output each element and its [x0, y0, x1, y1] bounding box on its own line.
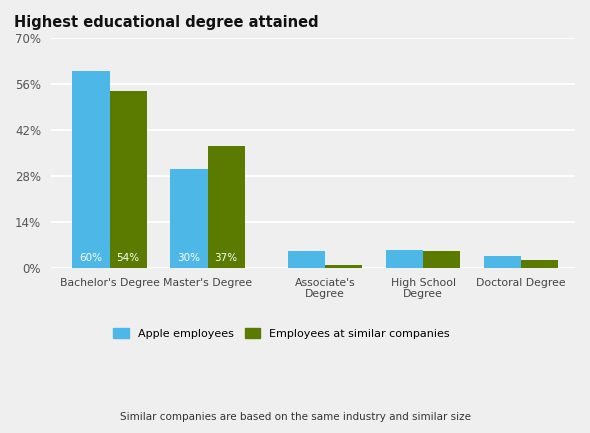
Bar	[423, 252, 460, 268]
Bar	[171, 169, 208, 268]
Bar	[325, 265, 362, 268]
Legend: Apple employees, Employees at similar companies: Apple employees, Employees at similar co…	[109, 324, 454, 343]
Text: 37%: 37%	[215, 253, 238, 263]
Bar	[73, 71, 110, 268]
Text: Similar companies are based on the same industry and similar size: Similar companies are based on the same …	[120, 412, 470, 422]
Bar	[208, 146, 245, 268]
Bar	[110, 90, 147, 268]
Text: 54%: 54%	[117, 253, 140, 263]
Bar	[288, 252, 325, 268]
Bar	[386, 250, 423, 268]
Text: 30%: 30%	[178, 253, 201, 263]
Bar	[484, 256, 521, 268]
Text: 60%: 60%	[80, 253, 103, 263]
Text: Highest educational degree attained: Highest educational degree attained	[14, 15, 319, 30]
Bar	[521, 260, 558, 268]
